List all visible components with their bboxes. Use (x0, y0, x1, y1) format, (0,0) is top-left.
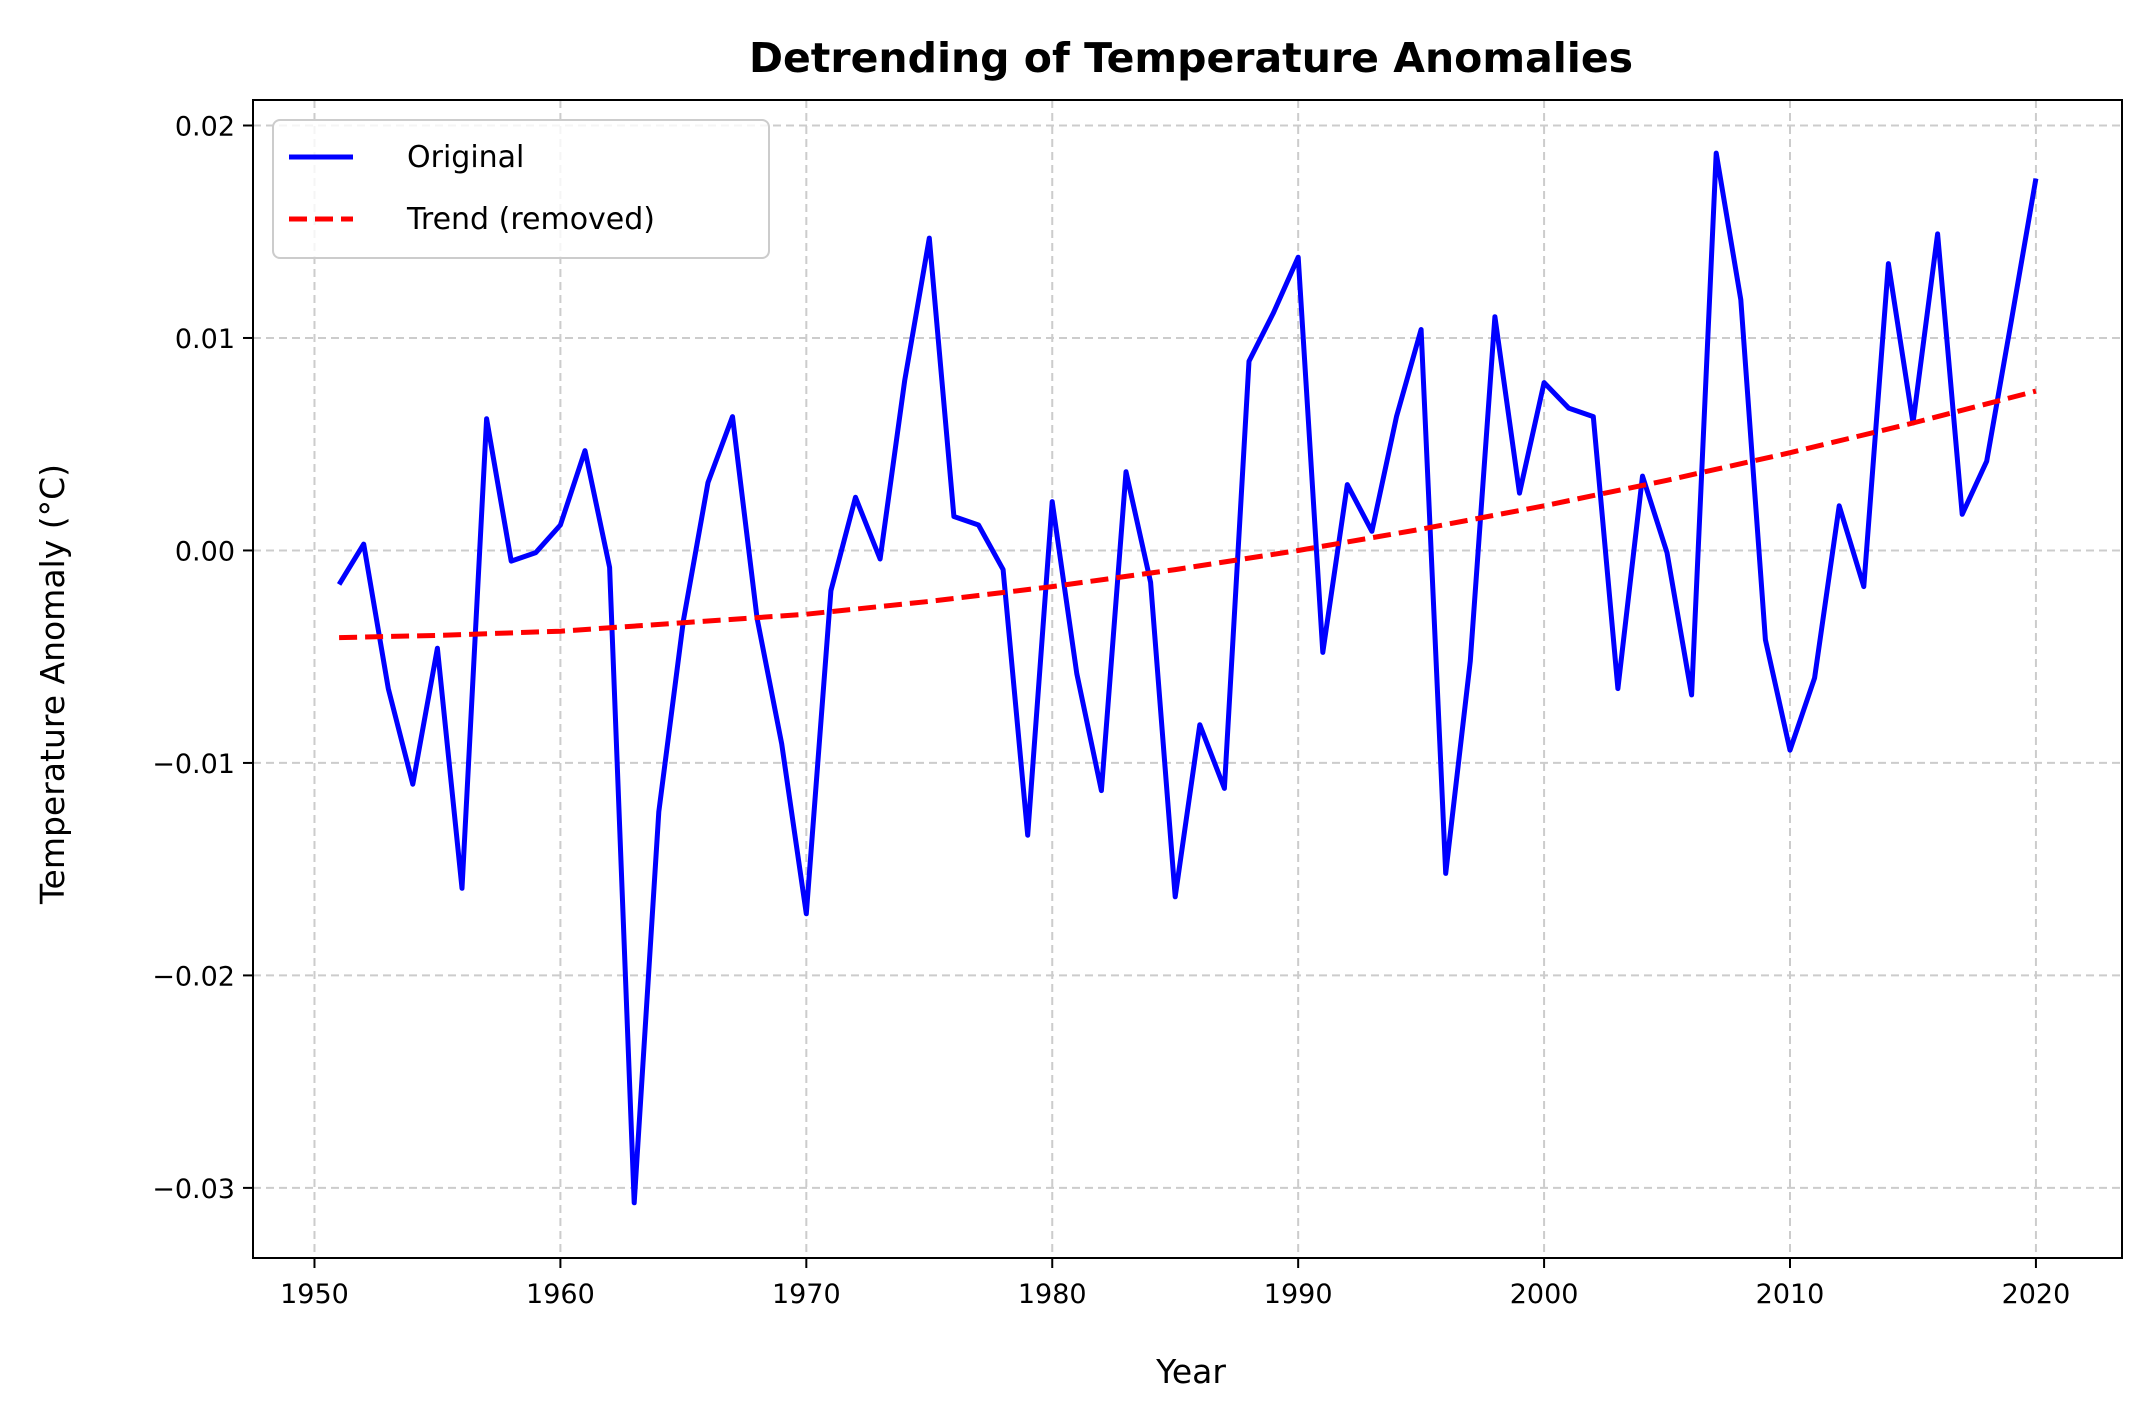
x-tick-label: 1970 (772, 1279, 841, 1310)
series-line-trend (339, 388, 2037, 641)
y-tick-label: −0.03 (152, 1174, 235, 1205)
legend-label-trend: Trend (removed) (406, 202, 655, 237)
y-tick-label: 0.02 (175, 111, 235, 142)
x-axis-title: Year (1155, 1352, 1226, 1391)
plot-frame (252, 99, 2123, 1259)
x-tick-label: 2000 (1510, 1279, 1579, 1310)
chart-title: Detrending of Temperature Anomalies (749, 34, 1633, 82)
y-tick-label: −0.01 (152, 749, 235, 780)
x-tick-label: 1950 (280, 1279, 349, 1310)
y-tick-label: 0.00 (175, 536, 235, 567)
legend: Original Trend (removed) (272, 119, 770, 259)
legend-label-original: Original (407, 140, 524, 175)
y-axis-title: Temperature Anomaly (°C) (33, 464, 72, 905)
series-line-original (336, 150, 2039, 1206)
x-tick-label: 2020 (2002, 1279, 2071, 1310)
x-tick-label: 1980 (1018, 1279, 1087, 1310)
x-tick-label: 1960 (526, 1279, 595, 1310)
y-axis: −0.03 −0.02 −0.01 0.00 0.01 0.02 (152, 111, 253, 1205)
legend-box (272, 119, 770, 259)
y-tick-label: 0.01 (175, 324, 235, 355)
series-layer (336, 150, 2039, 1206)
x-tick-label: 2010 (1756, 1279, 1825, 1310)
y-tick-label: −0.02 (152, 961, 235, 992)
x-tick-label: 1990 (1264, 1279, 1333, 1310)
grid (253, 100, 2122, 1258)
x-axis: 1950 1960 1970 1980 1990 2000 2010 2020 (280, 1258, 2070, 1310)
